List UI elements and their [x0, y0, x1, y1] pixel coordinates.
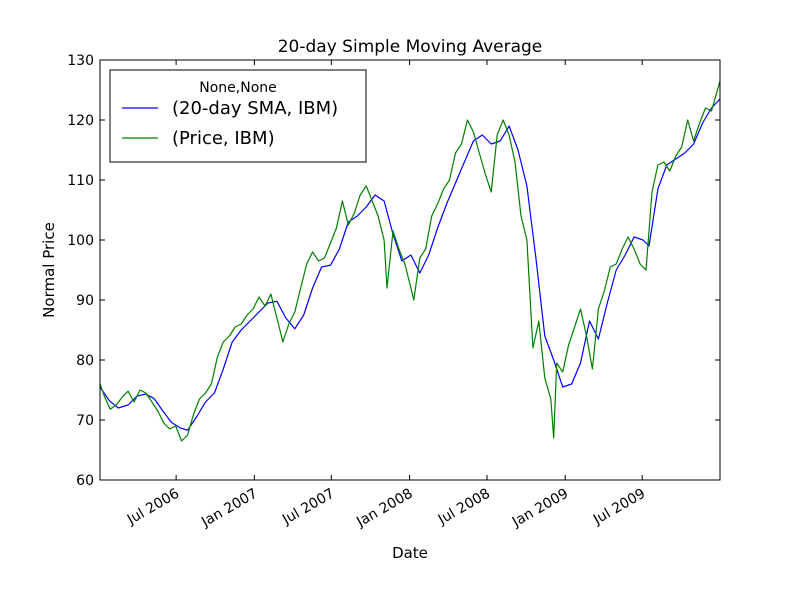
y-tick-label: 130: [67, 53, 94, 69]
series-layer: [100, 80, 720, 442]
y-tick-label: 70: [76, 413, 94, 429]
y-tick-label: 100: [67, 233, 94, 249]
y-tick-label: 120: [67, 113, 94, 129]
y-tick-label: 110: [67, 173, 94, 189]
y-tick-label: 60: [76, 473, 94, 489]
chart-title: 20-day Simple Moving Average: [278, 37, 543, 57]
y-tick-label: 90: [76, 293, 94, 309]
legend-entry-label: (20-day SMA, IBM): [172, 98, 338, 119]
series-line-price: [100, 80, 720, 442]
legend-title: None,None: [199, 80, 277, 96]
y-axis-label: Normal Price: [40, 222, 58, 318]
legend-entry-label: (Price, IBM): [172, 128, 275, 149]
legend-box: [109, 69, 367, 163]
y-tick-label: 80: [76, 353, 94, 369]
x-axis-label: Date: [392, 544, 428, 562]
legend: None,None (20-day SMA, IBM) (Price, IBM): [109, 69, 367, 163]
series-line-sma: [100, 98, 720, 431]
legend-entries: (20-day SMA, IBM) (Price, IBM): [122, 98, 338, 149]
y-axis: 60 70 80 90 100 110 120 130: [67, 53, 720, 489]
